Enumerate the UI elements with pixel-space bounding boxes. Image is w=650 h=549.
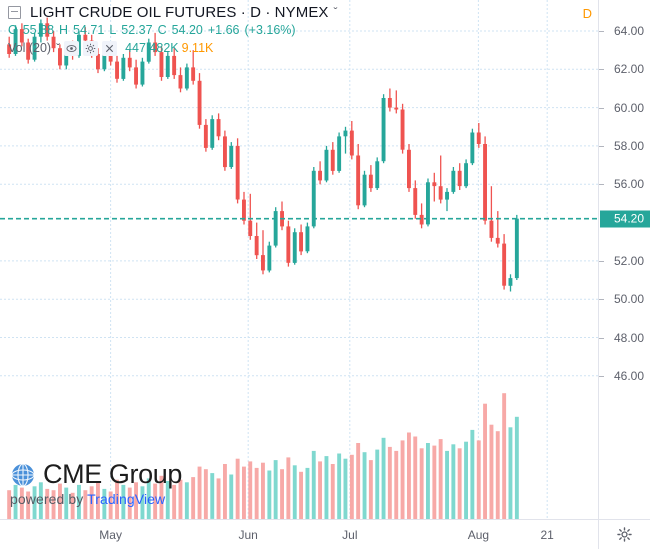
price-tick-label: 64.00 [613,23,644,38]
price-tick-mark [599,107,604,109]
price-tick-label: 50.00 [613,292,644,307]
chart-plot-area[interactable] [0,0,598,519]
gear-icon[interactable] [83,41,99,56]
price-axis[interactable]: 64.00 62.00 60.00 58.00 56.00 54.20 52.00 50.00… [598,0,650,519]
time-tick-label: Jul [342,528,358,542]
price-tick-label: 58.00 [613,138,644,153]
last-price-badge: 54.20 [600,210,650,228]
price-tick-label: 46.00 [613,368,644,383]
time-tick-label: 21 [540,528,554,542]
interval-badge: D [582,6,592,21]
price-tick-mark [599,145,604,147]
price-tick-mark [599,260,604,262]
price-tick-label: 62.00 [613,62,644,77]
eye-glyph [66,45,77,52]
price-tick-mark [599,375,604,377]
price-tick-mark [599,30,604,32]
price-tick-label: 48.00 [613,330,644,345]
gear-icon [617,527,632,542]
chart-settings-button[interactable] [598,519,650,549]
close-icon[interactable] [102,41,118,56]
time-tick-label: Aug [467,528,490,542]
last-price-line [0,217,598,220]
price-tick-mark [599,337,604,339]
time-axis[interactable]: May Jun Jul Aug 21 [0,519,598,549]
price-tick-label: 60.00 [613,100,644,115]
price-tick-mark [599,69,604,71]
time-tick-label: Jun [238,528,258,542]
time-tick-label: May [99,528,122,542]
price-tick-mark [599,184,604,186]
eye-icon[interactable] [64,41,80,56]
price-tick-label: 56.00 [613,177,644,192]
gear-glyph [85,43,96,54]
grid-layer [0,0,598,519]
close-glyph [105,44,114,53]
candlestick-series [7,17,519,519]
price-tick-mark [599,299,604,301]
price-tick-label: 52.00 [613,253,644,268]
